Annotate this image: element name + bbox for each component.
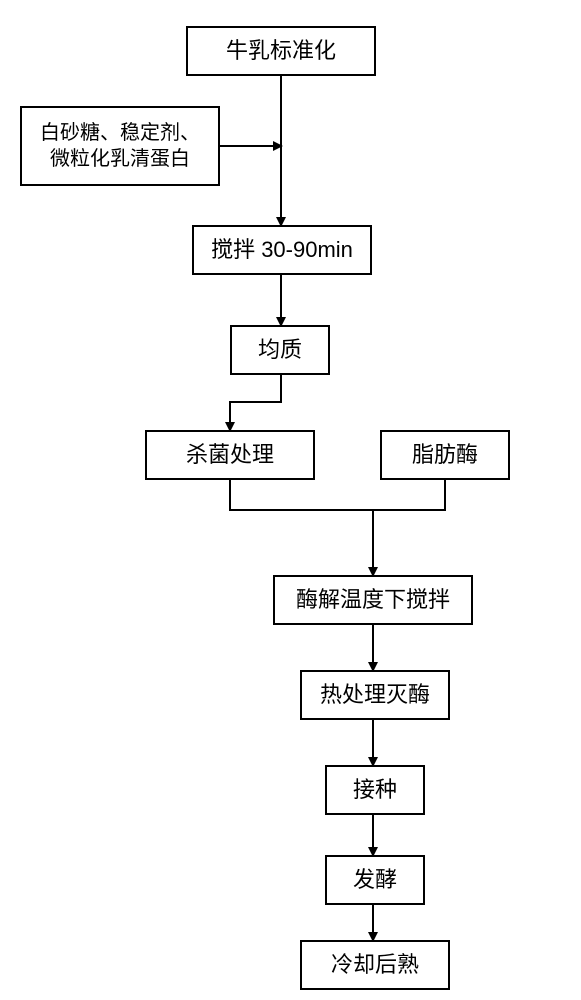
edge-n5-merge: [230, 480, 373, 510]
flow-node-n4: 均质: [230, 325, 330, 375]
flow-node-n10: 发酵: [325, 855, 425, 905]
edge-n4-n5: [230, 375, 281, 430]
flow-node-n8: 热处理灭酶: [300, 670, 450, 720]
flow-node-n3: 搅拌 30-90min: [192, 225, 372, 275]
flow-node-n2: 白砂糖、稳定剂、 微粒化乳清蛋白: [20, 106, 220, 186]
flow-node-n7: 酶解温度下搅拌: [273, 575, 473, 625]
edge-n6-merge: [373, 480, 445, 510]
flow-node-n1: 牛乳标准化: [186, 26, 376, 76]
flowchart-canvas: 牛乳标准化白砂糖、稳定剂、 微粒化乳清蛋白搅拌 30-90min 均质杀菌处理 脂肪…: [0, 0, 581, 1000]
flow-node-n5: 杀菌处理: [145, 430, 315, 480]
flow-node-n9: 接种: [325, 765, 425, 815]
flow-node-n6: 脂肪酶: [380, 430, 510, 480]
flow-node-n11: 冷却后熟: [300, 940, 450, 990]
